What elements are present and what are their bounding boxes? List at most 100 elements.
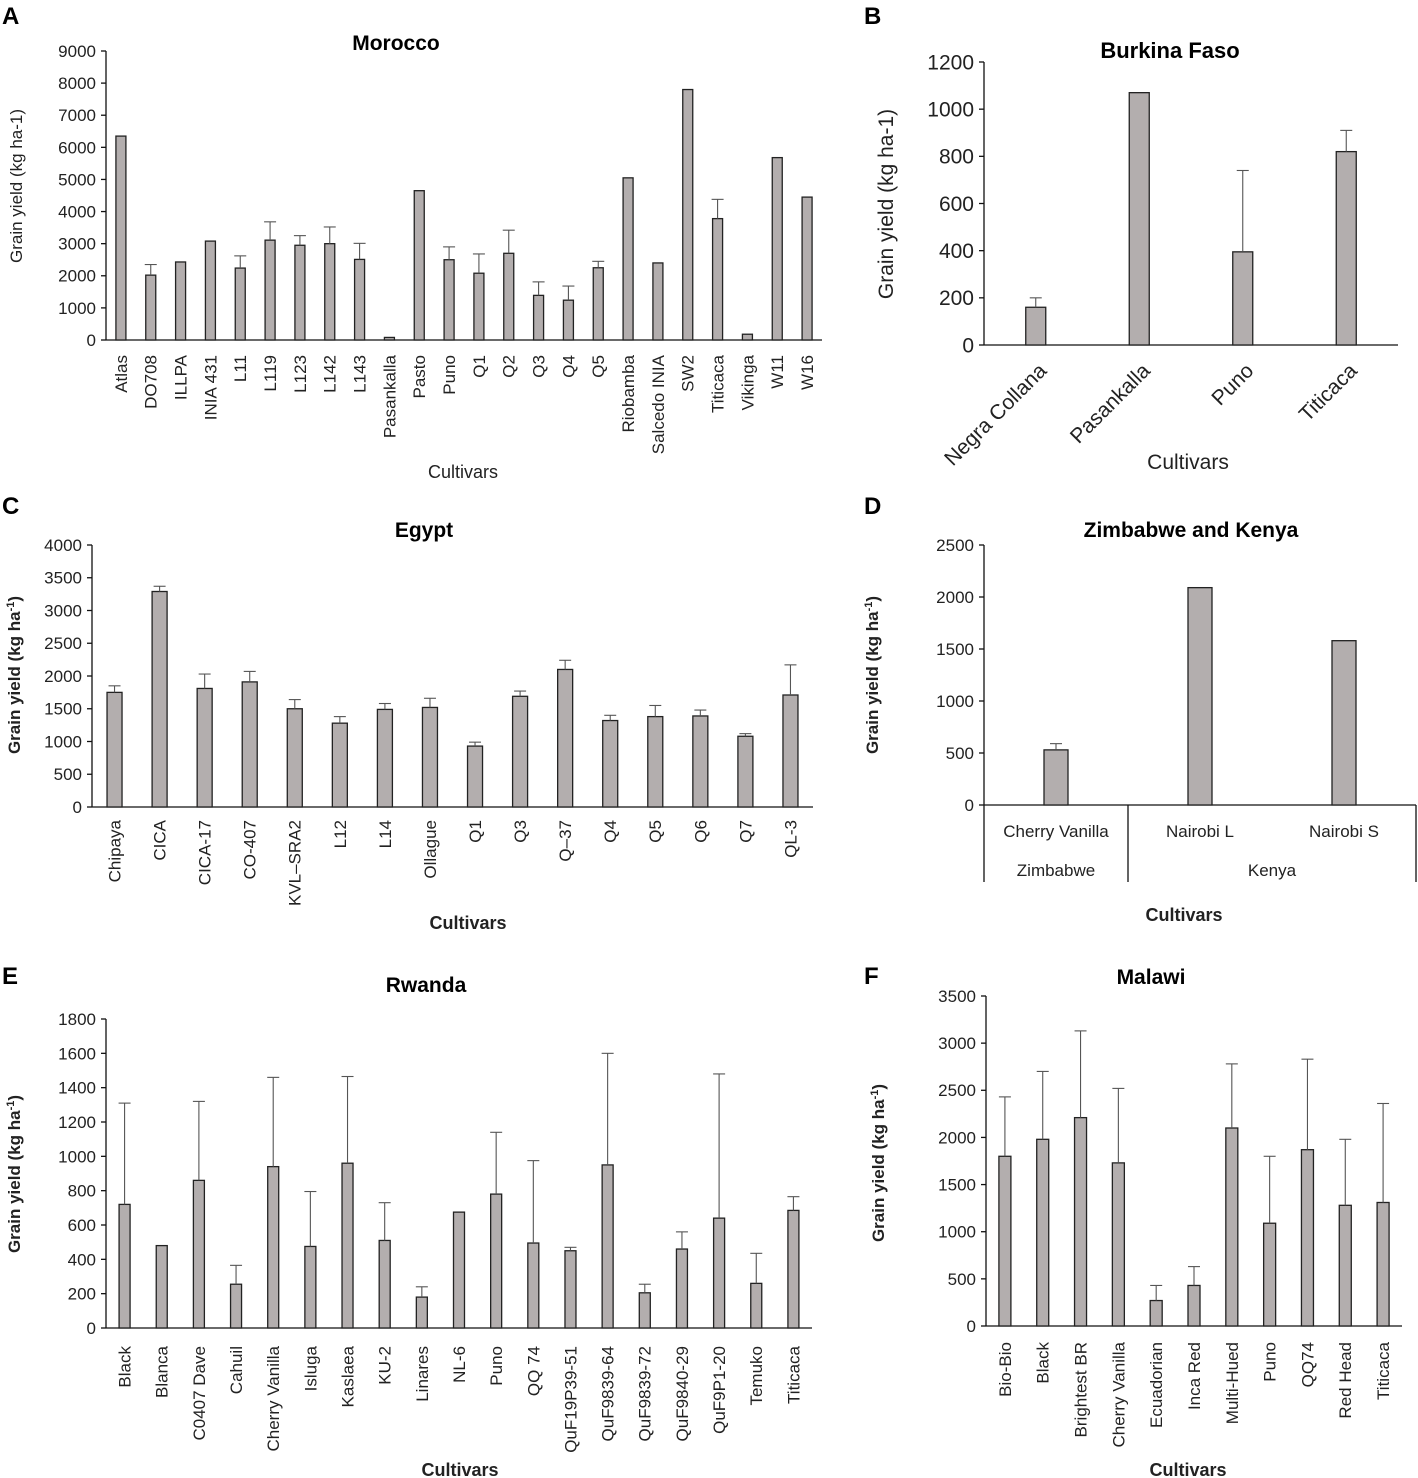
y-tick-label: 3500 xyxy=(44,569,82,588)
x-tick-label-pasankalla: Pasankalla xyxy=(380,354,399,438)
bar-puno xyxy=(490,1193,503,1329)
bar-atlas xyxy=(115,135,127,341)
bar-ql-3 xyxy=(782,694,799,808)
y-axis-label: Grain yield (kg ha-1) xyxy=(5,596,24,754)
bar-q1 xyxy=(466,745,484,808)
y-tick-label: 0 xyxy=(965,796,974,815)
x-tick-label-nairobi-s: Nairobi S xyxy=(1309,822,1379,841)
bar-q7 xyxy=(737,735,754,808)
x-tick-label-inca-red: Inca Red xyxy=(1185,1342,1204,1410)
bar-inia-431 xyxy=(204,240,217,341)
bar-ollague xyxy=(421,706,439,808)
chart-egypt: C Egypt Grain yield (kg ha-1) 0 500 1000 1500 2… xyxy=(2,493,813,933)
y-tick-label: 0 xyxy=(73,798,82,817)
x-tick-label-ql-3: QL-3 xyxy=(781,820,800,858)
bar-quf9839-72 xyxy=(638,1292,651,1329)
y-tick-label: 2000 xyxy=(938,1128,976,1147)
y-axis-label: Grain yield (kg ha-1) xyxy=(7,109,26,263)
x-axis-label: Cultivars xyxy=(429,913,506,933)
x-tick-label-bio-bio: Bio-Bio xyxy=(996,1342,1015,1397)
chart-malawi: F Malawi Grain yield (kg ha-1) 0 500 1000 1500… xyxy=(864,963,1402,1478)
chart-rwanda: E Rwanda Grain yield (kg ha-1) 0 200 400 600 80… xyxy=(2,963,812,1478)
y-axis-label-superscript: -1 xyxy=(863,602,875,612)
x-tick-label-puno: Puno xyxy=(1261,1342,1280,1382)
y-tick-label: 4000 xyxy=(58,203,96,222)
x-tick-label-l14: L14 xyxy=(376,820,395,848)
y-axis-label: Grain yield (kg ha-1) xyxy=(869,1084,888,1242)
bar-l14 xyxy=(376,708,394,808)
bar-puno xyxy=(1232,251,1254,346)
y-tick-label: 3500 xyxy=(938,987,976,1006)
y-tick-label: 0 xyxy=(87,1319,96,1338)
chart-panel-zimbabwe-kenya: D Zimbabwe and Kenya Grain yield (kg ha-1)… xyxy=(858,488,1418,948)
x-tick-label-quf9839-64: QuF9839-64 xyxy=(599,1346,618,1441)
x-tick-label-l119: L119 xyxy=(261,355,280,392)
panel-letter: C xyxy=(2,493,19,520)
x-tick-label-red-head: Red Head xyxy=(1336,1342,1355,1419)
x-tick-label-q7: Q7 xyxy=(736,820,755,843)
chart-panel-malawi: F Malawi Grain yield (kg ha-1) 0 500 1000 1500… xyxy=(858,948,1418,1478)
bar-cica-17 xyxy=(196,687,213,808)
bar-quf9840-29 xyxy=(675,1248,689,1329)
bar-titicaca xyxy=(1376,1201,1390,1327)
bar-puno xyxy=(443,259,455,341)
x-tick-label-q4: Q4 xyxy=(559,355,578,378)
bar-salcedo-inia xyxy=(652,262,664,341)
bar-ecuadorian xyxy=(1149,1299,1163,1327)
x-tick-label-cahuil: Cahuil xyxy=(227,1346,246,1394)
x-tick-label-l143: L143 xyxy=(351,355,370,393)
x-axis-label: Cultivars xyxy=(428,462,498,482)
x-tick-label-q3: Q3 xyxy=(511,820,530,843)
panel-letter: B xyxy=(864,3,881,30)
y-tick-label: 1500 xyxy=(44,700,82,719)
y-tick-label: 600 xyxy=(68,1216,96,1235)
bar-w11 xyxy=(771,156,783,341)
bar-do708 xyxy=(145,274,157,341)
y-axis-label-close: ) xyxy=(869,1084,888,1090)
y-tick-label: 1600 xyxy=(58,1044,96,1063)
chart-zimbabwe-kenya: D Zimbabwe and Kenya Grain yield (kg ha-1)… xyxy=(863,493,1417,925)
chart-title: Morocco xyxy=(352,32,440,55)
x-tick-label-l11: L11 xyxy=(231,355,250,382)
x-tick-label-vikinga: Vikinga xyxy=(738,354,757,410)
bar-bio-bio xyxy=(998,1155,1012,1327)
bar-negra-collana xyxy=(1025,306,1047,346)
y-axis-label: Grain yield (kg ha-1) xyxy=(875,109,898,299)
x-tick-label-w11: W11 xyxy=(768,355,787,389)
bar-q4 xyxy=(562,299,575,341)
y-tick-label: 4000 xyxy=(44,536,82,555)
x-tick-label-l123: L123 xyxy=(291,355,310,393)
x-tick-label-puno: Puno xyxy=(1207,359,1258,410)
bar-q2 xyxy=(503,252,515,341)
bar-l11 xyxy=(234,267,246,341)
bar-pasankalla xyxy=(1128,92,1150,346)
bar-chipaya xyxy=(106,691,123,808)
x-tick-label-c0407-dave: C0407 Dave xyxy=(190,1346,209,1441)
y-tick-label: 1000 xyxy=(44,732,82,751)
bar-nairobi-s xyxy=(1331,640,1357,806)
bar-black xyxy=(1036,1138,1050,1327)
chart-panel-rwanda: E Rwanda Grain yield (kg ha-1) 0 200 400 600 80… xyxy=(0,948,860,1478)
y-tick-label: 1000 xyxy=(936,692,974,711)
bar-temuko xyxy=(750,1282,763,1329)
bar-cherry-vanilla xyxy=(1111,1162,1126,1327)
x-tick-label-black: Black xyxy=(116,1346,135,1388)
bar-puno xyxy=(1262,1222,1277,1327)
x-tick-label-titicaca: Titicaca xyxy=(784,1345,803,1403)
bar-inca-red xyxy=(1187,1284,1201,1327)
y-tick-label: 800 xyxy=(939,146,974,169)
y-tick-label: 1400 xyxy=(58,1079,96,1098)
x-tick-label-ollague: Ollague xyxy=(421,820,440,879)
y-axis-label-superscript: -1 xyxy=(869,1090,881,1100)
y-tick-label: 2000 xyxy=(44,667,82,686)
bar-sw2 xyxy=(682,88,694,341)
y-tick-label: 400 xyxy=(68,1250,96,1269)
x-tick-label-titicaca: Titicaca xyxy=(1374,1341,1393,1399)
x-tick-label-q6: Q6 xyxy=(691,820,710,843)
bar-titicaca xyxy=(711,217,724,341)
panel-letter: F xyxy=(864,963,879,990)
y-tick-label: 1000 xyxy=(58,299,96,318)
y-tick-label: 3000 xyxy=(938,1034,976,1053)
bar-vikinga xyxy=(741,333,754,341)
bar-cica xyxy=(151,590,168,808)
